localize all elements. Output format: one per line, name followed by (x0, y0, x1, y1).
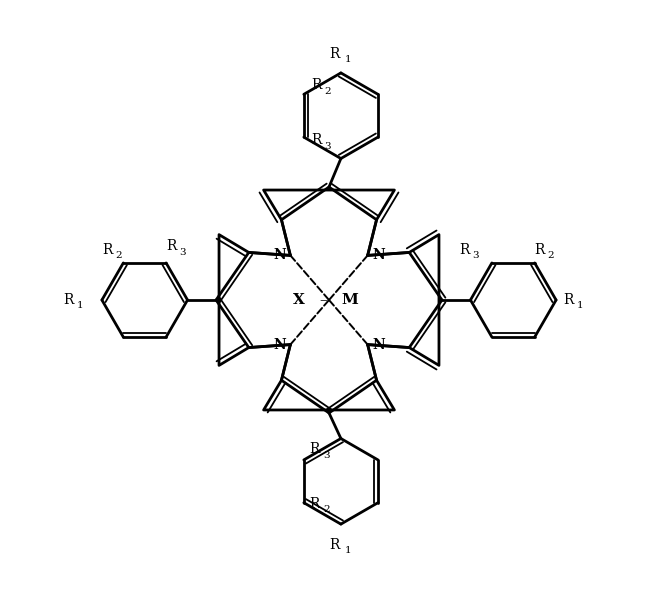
Text: 3: 3 (324, 142, 331, 151)
Text: 2: 2 (323, 505, 330, 514)
Text: N: N (372, 338, 385, 352)
Text: R: R (166, 239, 176, 253)
Text: 3: 3 (179, 248, 186, 257)
Text: R: R (310, 442, 320, 456)
Text: R: R (535, 243, 545, 257)
Text: R: R (563, 293, 574, 307)
Text: M: M (342, 293, 358, 307)
Text: R: R (311, 79, 321, 92)
Text: N: N (372, 248, 385, 262)
Text: N: N (273, 338, 286, 352)
Text: –: – (319, 293, 327, 307)
Text: 3: 3 (472, 251, 479, 260)
Text: 2: 2 (324, 87, 331, 96)
Text: 2: 2 (547, 251, 555, 260)
Text: 2: 2 (116, 251, 122, 260)
Text: R: R (103, 243, 113, 257)
Text: R: R (330, 538, 340, 552)
Text: R: R (311, 133, 321, 147)
Text: X: X (293, 293, 305, 307)
Text: R: R (330, 47, 340, 61)
Text: 1: 1 (345, 55, 351, 64)
Text: R: R (63, 293, 74, 307)
Text: N: N (273, 248, 286, 262)
Text: 1: 1 (76, 301, 83, 310)
Text: R: R (310, 497, 320, 511)
Text: 3: 3 (323, 451, 330, 460)
Text: 1: 1 (576, 301, 583, 310)
Text: 1: 1 (345, 547, 351, 556)
Text: R: R (459, 243, 470, 257)
